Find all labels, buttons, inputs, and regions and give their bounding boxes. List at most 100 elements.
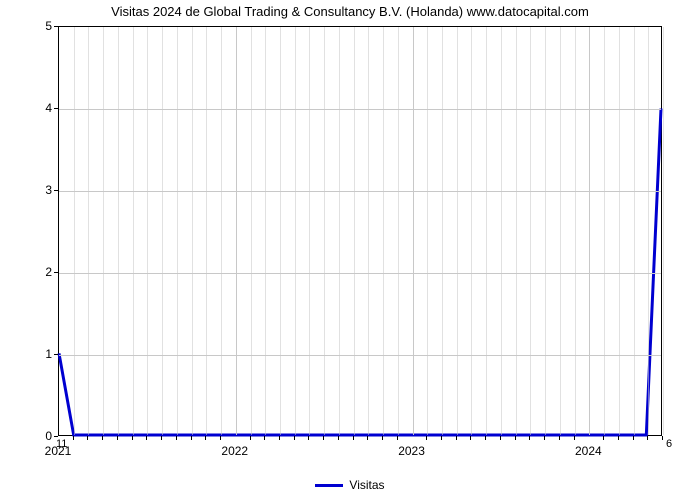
gridline-vertical-minor: [147, 27, 148, 435]
x-minor-tick: [353, 436, 354, 440]
x-minor-tick: [500, 436, 501, 440]
gridline-horizontal: [59, 355, 661, 356]
y-axis-label: 1: [12, 347, 52, 361]
y-tick: [54, 108, 58, 109]
gridline-vertical-minor: [442, 27, 443, 435]
gridline-vertical-minor: [501, 27, 502, 435]
x-minor-tick: [87, 436, 88, 440]
x-axis-label: 2022: [221, 444, 248, 458]
line-series-svg: [59, 27, 661, 435]
x-minor-tick: [338, 436, 339, 440]
gridline-vertical-minor: [309, 27, 310, 435]
x-minor-tick: [102, 436, 103, 440]
x-edge-start-value: 11: [56, 438, 67, 450]
x-minor-tick: [441, 436, 442, 440]
x-axis-label: 2024: [575, 444, 602, 458]
x-minor-tick: [529, 436, 530, 440]
gridline-vertical-minor: [295, 27, 296, 435]
gridline-vertical-minor: [251, 27, 252, 435]
gridline-vertical-minor: [133, 27, 134, 435]
gridline-vertical: [589, 27, 590, 435]
gridline-vertical-minor: [604, 27, 605, 435]
y-axis-label: 0: [12, 429, 52, 443]
x-minor-tick: [220, 436, 221, 440]
gridline-vertical-minor: [118, 27, 119, 435]
gridline-horizontal: [59, 109, 661, 110]
gridline-vertical-minor: [486, 27, 487, 435]
gridline-vertical-minor: [383, 27, 384, 435]
x-minor-tick: [470, 436, 471, 440]
x-minor-tick: [426, 436, 427, 440]
x-minor-tick: [485, 436, 486, 440]
gridline-vertical: [236, 27, 237, 435]
gridline-vertical-minor: [103, 27, 104, 435]
x-minor-tick: [647, 436, 648, 440]
gridline-vertical-minor: [324, 27, 325, 435]
x-minor-tick: [264, 436, 265, 440]
x-minor-tick: [574, 436, 575, 440]
x-minor-tick: [117, 436, 118, 440]
gridline-vertical-minor: [560, 27, 561, 435]
x-minor-tick: [515, 436, 516, 440]
x-edge-end-value: 6: [666, 438, 672, 450]
gridline-vertical-minor: [74, 27, 75, 435]
x-minor-tick: [382, 436, 383, 440]
gridline-vertical-minor: [634, 27, 635, 435]
y-tick: [54, 190, 58, 191]
gridline-vertical-minor: [575, 27, 576, 435]
x-minor-tick: [618, 436, 619, 440]
y-axis-label: 2: [12, 265, 52, 279]
x-minor-tick: [205, 436, 206, 440]
gridline-horizontal: [59, 273, 661, 274]
gridline-horizontal: [59, 191, 661, 192]
x-minor-tick: [456, 436, 457, 440]
x-minor-tick: [191, 436, 192, 440]
x-minor-tick: [559, 436, 560, 440]
line-series: [59, 109, 661, 435]
y-tick: [54, 272, 58, 273]
y-axis-label: 3: [12, 183, 52, 197]
y-tick: [54, 354, 58, 355]
x-minor-tick: [176, 436, 177, 440]
gridline-vertical-minor: [339, 27, 340, 435]
gridline-vertical-minor: [265, 27, 266, 435]
gridline-vertical-minor: [192, 27, 193, 435]
chart-container: Visitas 2024 de Global Trading & Consult…: [0, 0, 700, 500]
legend-swatch: [315, 484, 343, 487]
gridline-vertical-minor: [177, 27, 178, 435]
x-minor-tick: [161, 436, 162, 440]
gridline-vertical: [413, 27, 414, 435]
gridline-vertical-minor: [280, 27, 281, 435]
x-minor-tick: [603, 436, 604, 440]
y-axis-label: 5: [12, 19, 52, 33]
gridline-vertical-minor: [545, 27, 546, 435]
gridline-vertical-minor: [457, 27, 458, 435]
x-minor-tick: [323, 436, 324, 440]
chart-title: Visitas 2024 de Global Trading & Consult…: [0, 4, 700, 19]
legend-label: Visitas: [349, 478, 384, 492]
legend: Visitas: [0, 478, 700, 492]
y-tick: [54, 436, 58, 437]
x-minor-tick: [397, 436, 398, 440]
gridline-vertical-minor: [354, 27, 355, 435]
x-minor-tick: [73, 436, 74, 440]
y-axis-label: 4: [12, 101, 52, 115]
gridline-vertical-minor: [516, 27, 517, 435]
x-axis-label: 2023: [398, 444, 425, 458]
x-minor-tick: [367, 436, 368, 440]
x-minor-tick: [308, 436, 309, 440]
x-minor-tick: [279, 436, 280, 440]
gridline-vertical-minor: [221, 27, 222, 435]
gridline-vertical-minor: [619, 27, 620, 435]
x-minor-tick: [250, 436, 251, 440]
x-minor-tick: [146, 436, 147, 440]
gridline-vertical-minor: [88, 27, 89, 435]
y-tick: [54, 26, 58, 27]
gridline-vertical-minor: [368, 27, 369, 435]
gridline-vertical-minor: [427, 27, 428, 435]
plot-area: [58, 26, 662, 436]
gridline-vertical-minor: [648, 27, 649, 435]
gridline-vertical-minor: [471, 27, 472, 435]
gridline-vertical-minor: [530, 27, 531, 435]
gridline-vertical-minor: [206, 27, 207, 435]
